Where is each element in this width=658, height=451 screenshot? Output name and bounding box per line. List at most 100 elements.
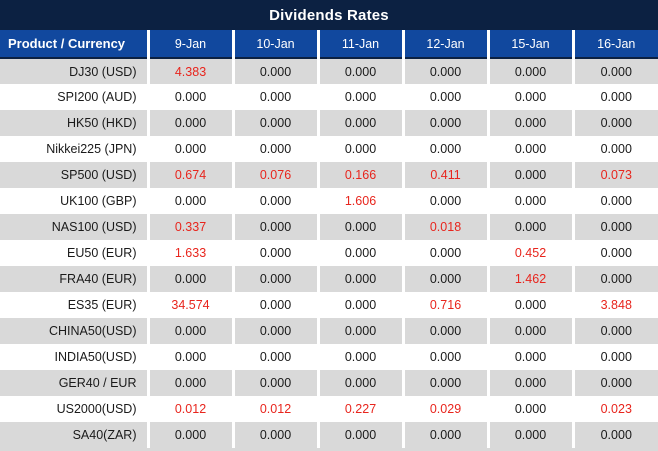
rate-cell: 0.227 xyxy=(318,396,405,422)
table-row: DJ30 (USD) 4.383 0.000 0.000 0.000 0.000 0.000 xyxy=(0,58,658,84)
product-cell: INDIA50(USD) xyxy=(0,344,150,370)
rate-cell: 0.000 xyxy=(403,84,490,110)
rate-cell: 0.000 xyxy=(148,344,235,370)
rate-cell: 0.000 xyxy=(403,188,490,214)
rate-cell: 0.000 xyxy=(488,318,575,344)
rate-cell: 0.000 xyxy=(488,292,575,318)
table-row: US2000(USD) 0.012 0.012 0.227 0.029 0.000 0.02… xyxy=(0,396,658,422)
rate-cell: 0.000 xyxy=(233,188,320,214)
rate-cell: 0.000 xyxy=(318,58,405,84)
rate-cell: 0.000 xyxy=(403,318,490,344)
rate-cell: 4.383 xyxy=(148,58,235,84)
rate-cell: 0.000 xyxy=(233,292,320,318)
table-row: SP500 (USD) 0.674 0.076 0.166 0.411 0.000 0.07… xyxy=(0,162,658,188)
rate-cell: 0.000 xyxy=(573,136,658,162)
product-cell: UK100 (GBP) xyxy=(0,188,150,214)
rate-cell: 0.411 xyxy=(403,162,490,188)
rate-cell: 0.000 xyxy=(573,110,658,136)
rate-cell: 0.000 xyxy=(318,344,405,370)
rate-cell: 0.000 xyxy=(488,214,575,240)
rate-cell: 0.000 xyxy=(318,370,405,396)
date-header: 11-Jan xyxy=(318,30,405,59)
rate-cell: 0.000 xyxy=(233,84,320,110)
rate-cell: 0.000 xyxy=(318,136,405,162)
rate-cell: 0.337 xyxy=(148,214,235,240)
rate-cell: 0.000 xyxy=(318,84,405,110)
rate-cell: 0.000 xyxy=(488,84,575,110)
table-row: Nikkei225 (JPN) 0.000 0.000 0.000 0.000 0.000… xyxy=(0,136,658,162)
rate-cell: 0.000 xyxy=(488,162,575,188)
rate-cell: 0.000 xyxy=(488,188,575,214)
rate-cell: 0.000 xyxy=(233,136,320,162)
table-row: HK50 (HKD) 0.000 0.000 0.000 0.000 0.000 0.000 xyxy=(0,110,658,136)
date-header: 10-Jan xyxy=(233,30,320,59)
rate-cell: 0.000 xyxy=(403,422,490,448)
rate-cell: 0.452 xyxy=(488,240,575,266)
rate-cell: 0.000 xyxy=(318,422,405,448)
rate-cell: 0.000 xyxy=(488,110,575,136)
rate-cell: 0.000 xyxy=(403,370,490,396)
rate-cell: 0.000 xyxy=(148,266,235,292)
rate-cell: 0.029 xyxy=(403,396,490,422)
product-cell: GER40 / EUR xyxy=(0,370,150,396)
date-header: 15-Jan xyxy=(488,30,575,59)
page-title: Dividends Rates xyxy=(0,0,658,30)
date-header: 16-Jan xyxy=(573,30,658,59)
product-cell: ES35 (EUR) xyxy=(0,292,150,318)
rate-cell: 0.000 xyxy=(573,214,658,240)
rate-cell: 0.000 xyxy=(148,136,235,162)
product-cell: US2000(USD) xyxy=(0,396,150,422)
rate-cell: 0.000 xyxy=(403,344,490,370)
table-row: EU50 (EUR) 1.633 0.000 0.000 0.000 0.452 0.000 xyxy=(0,240,658,266)
rate-cell: 0.000 xyxy=(233,266,320,292)
rate-cell: 0.076 xyxy=(233,162,320,188)
rate-cell: 0.716 xyxy=(403,292,490,318)
rate-cell: 0.000 xyxy=(573,188,658,214)
product-cell: NAS100 (USD) xyxy=(0,214,150,240)
rate-cell: 0.000 xyxy=(233,58,320,84)
rate-cell: 1.462 xyxy=(488,266,575,292)
rate-cell: 0.000 xyxy=(318,292,405,318)
rate-cell: 0.023 xyxy=(573,396,658,422)
rate-cell: 0.000 xyxy=(573,344,658,370)
rate-cell: 0.166 xyxy=(318,162,405,188)
rate-cell: 0.000 xyxy=(233,370,320,396)
rate-cell: 0.000 xyxy=(318,318,405,344)
rate-cell: 0.000 xyxy=(148,110,235,136)
rate-cell: 0.000 xyxy=(488,422,575,448)
table-row: INDIA50(USD) 0.000 0.000 0.000 0.000 0.000 0.0… xyxy=(0,344,658,370)
rate-cell: 0.000 xyxy=(573,370,658,396)
rate-cell: 0.012 xyxy=(148,396,235,422)
rate-cell: 0.000 xyxy=(233,344,320,370)
rate-cell: 0.000 xyxy=(318,266,405,292)
rate-cell: 0.000 xyxy=(233,240,320,266)
rate-cell: 0.000 xyxy=(148,370,235,396)
rate-cell: 0.000 xyxy=(233,214,320,240)
rate-cell: 0.000 xyxy=(318,110,405,136)
rate-cell: 0.000 xyxy=(148,188,235,214)
table-row: SPI200 (AUD) 0.000 0.000 0.000 0.000 0.000 0.0… xyxy=(0,84,658,110)
rate-cell: 0.000 xyxy=(148,84,235,110)
rate-cell: 0.018 xyxy=(403,214,490,240)
product-cell: Nikkei225 (JPN) xyxy=(0,136,150,162)
rate-cell: 0.000 xyxy=(488,58,575,84)
rate-cell: 0.000 xyxy=(573,266,658,292)
rate-cell: 0.000 xyxy=(318,240,405,266)
rate-cell: 0.000 xyxy=(488,344,575,370)
table-row: UK100 (GBP) 0.000 0.000 1.606 0.000 0.000 0.00… xyxy=(0,188,658,214)
header-row: Product / Currency 9-Jan 10-Jan 11-Jan 12-J… xyxy=(0,30,658,59)
product-cell: SP500 (USD) xyxy=(0,162,150,188)
rate-cell: 0.000 xyxy=(403,240,490,266)
rate-cell: 0.000 xyxy=(403,136,490,162)
rate-cell: 0.000 xyxy=(233,110,320,136)
rate-cell: 0.000 xyxy=(403,266,490,292)
table-row: ES35 (EUR) 34.574 0.000 0.000 0.716 0.000 3.84… xyxy=(0,292,658,318)
rate-cell: 1.606 xyxy=(318,188,405,214)
product-cell: SPI200 (AUD) xyxy=(0,84,150,110)
rate-cell: 0.000 xyxy=(488,370,575,396)
product-cell: DJ30 (USD) xyxy=(0,58,150,84)
rate-cell: 0.000 xyxy=(403,110,490,136)
rate-cell: 0.000 xyxy=(488,136,575,162)
dividends-table: Product / Currency 9-Jan 10-Jan 11-Jan 12-J… xyxy=(0,30,658,448)
product-cell: HK50 (HKD) xyxy=(0,110,150,136)
